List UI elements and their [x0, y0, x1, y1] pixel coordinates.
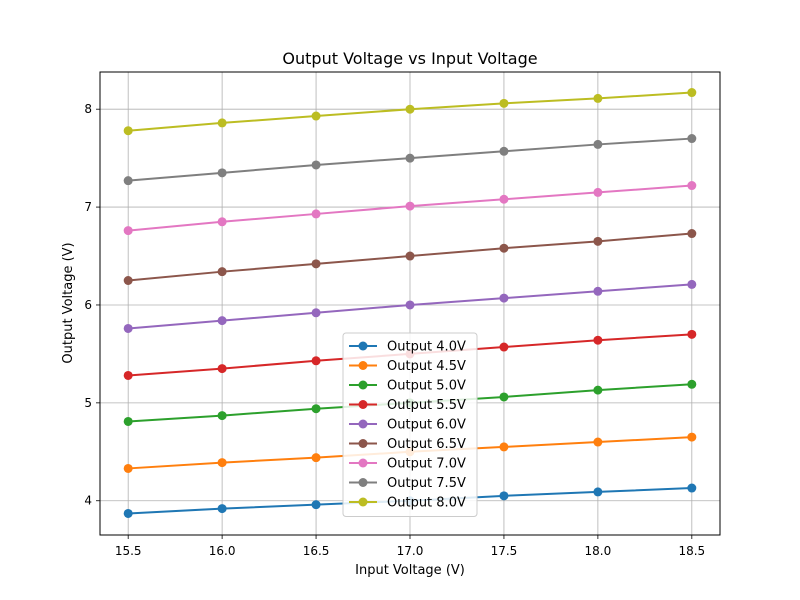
data-point	[593, 335, 603, 345]
legend-label: Output 7.0V	[387, 457, 466, 472]
data-point	[217, 364, 227, 374]
data-point	[217, 217, 227, 227]
data-point	[687, 329, 697, 339]
legend-swatch-marker	[358, 419, 368, 429]
data-point	[123, 176, 133, 186]
x-tick-label: 15.5	[115, 544, 142, 558]
data-point	[123, 370, 133, 380]
x-axis-ticks: 15.5 16.0 16.5 17.0 17.5 18.0 18.5	[115, 535, 705, 558]
data-point	[123, 508, 133, 518]
legend-swatch-marker	[358, 497, 368, 507]
data-point	[499, 194, 509, 204]
data-point	[217, 411, 227, 421]
legend-swatch-marker	[358, 439, 368, 448]
data-point	[593, 385, 603, 395]
data-point	[687, 279, 697, 289]
x-tick-label: 16.0	[209, 544, 236, 558]
data-point	[311, 160, 321, 170]
legend-label: Output 5.0V	[387, 379, 466, 394]
x-tick-label: 17.0	[397, 544, 424, 558]
data-point	[405, 201, 415, 211]
y-tick-label: 6	[84, 298, 92, 312]
data-point	[311, 111, 321, 121]
data-point	[499, 392, 509, 402]
data-point	[499, 243, 509, 253]
data-point	[123, 323, 133, 333]
legend-swatch-marker	[358, 380, 368, 390]
data-point	[311, 404, 321, 414]
data-point	[687, 134, 697, 144]
legend-swatch-marker	[358, 400, 368, 409]
data-point	[687, 379, 697, 389]
data-point	[687, 483, 697, 493]
legend-box	[342, 332, 478, 517]
x-tick-label: 17.5	[491, 544, 518, 558]
data-point	[593, 286, 603, 296]
data-point	[499, 98, 509, 108]
data-point	[593, 487, 603, 497]
data-point	[123, 416, 133, 426]
data-point	[405, 300, 415, 310]
data-point	[593, 187, 603, 197]
data-point	[123, 463, 133, 473]
data-point	[311, 453, 321, 463]
y-tick-label: 5	[84, 396, 92, 410]
legend-label: Output 8.0V	[387, 496, 466, 511]
x-tick-label: 18.5	[678, 544, 705, 558]
data-point	[687, 432, 697, 442]
data-point	[499, 342, 509, 352]
data-point	[217, 118, 227, 128]
legend-swatch-marker	[358, 341, 368, 351]
data-point	[593, 139, 603, 149]
legend-label: Output 6.5V	[387, 437, 466, 452]
data-point	[123, 275, 133, 285]
x-tick-label: 18.0	[585, 544, 612, 558]
y-tick-label: 8	[84, 102, 92, 116]
legend-label: Output 6.0V	[387, 418, 466, 433]
y-axis-label: Output Voltage (V)	[61, 242, 76, 363]
data-point	[687, 181, 697, 191]
data-point	[499, 293, 509, 303]
y-axis-ticks: 4 5 6 7 8	[84, 102, 100, 508]
data-point	[687, 88, 697, 98]
legend-label: Output 4.0V	[387, 340, 466, 355]
data-point	[123, 226, 133, 236]
data-point	[499, 146, 509, 156]
legend-swatch-marker	[358, 478, 368, 487]
data-point	[405, 251, 415, 261]
legend-label: Output 7.5V	[387, 476, 466, 491]
data-point	[687, 229, 697, 239]
x-axis-label: Input Voltage (V)	[355, 563, 465, 578]
series-lines	[123, 88, 697, 518]
legend-label: Output 4.5V	[387, 359, 466, 374]
data-point	[593, 437, 603, 447]
legend-label: Output 5.5V	[387, 398, 466, 413]
legend: Output 4.0V Output 4.5V Output 5.0V Output …	[342, 332, 478, 517]
data-point	[217, 168, 227, 178]
data-point	[311, 259, 321, 269]
data-point	[311, 500, 321, 510]
legend-swatch-marker	[358, 361, 368, 370]
data-point	[217, 458, 227, 468]
data-point	[311, 209, 321, 219]
data-point	[217, 267, 227, 277]
data-point	[217, 316, 227, 326]
data-point	[499, 491, 509, 501]
y-tick-label: 7	[84, 200, 92, 214]
data-point	[405, 153, 415, 163]
data-point	[405, 104, 415, 114]
data-point	[593, 236, 603, 246]
x-tick-label: 16.5	[303, 544, 330, 558]
data-point	[311, 356, 321, 366]
data-point	[499, 442, 509, 452]
chart-title: Output Voltage vs Input Voltage	[282, 49, 537, 68]
y-tick-label: 4	[84, 494, 92, 508]
data-point	[217, 504, 227, 514]
data-point	[593, 93, 603, 103]
legend-swatch-marker	[358, 458, 368, 468]
data-point	[311, 308, 321, 318]
data-point	[123, 126, 133, 136]
